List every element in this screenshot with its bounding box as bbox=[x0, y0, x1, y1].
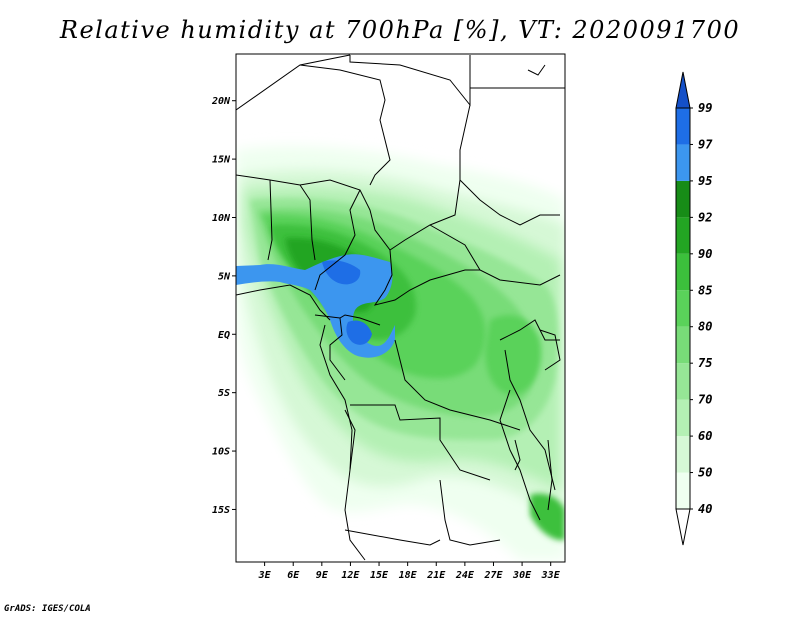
coastline bbox=[319, 324, 353, 471]
colorbar-label: 75 bbox=[698, 356, 712, 370]
colorbar-segment bbox=[676, 436, 690, 473]
colorbar-under-triangle bbox=[675, 508, 691, 546]
boundary-line bbox=[299, 184, 316, 261]
boundary-line bbox=[439, 479, 501, 546]
lat-tick-label: 10N bbox=[212, 213, 231, 224]
boundary-line bbox=[429, 224, 561, 286]
boundary-line bbox=[314, 189, 361, 291]
lon-tick-label: 24E bbox=[455, 570, 475, 581]
map-title: Relative humidity at 700hPa [%], VT: 202… bbox=[59, 16, 741, 44]
lon-tick-label: 15E bbox=[370, 570, 389, 581]
colorbar-segment bbox=[676, 217, 690, 254]
map-frame bbox=[235, 53, 566, 563]
colorbar-segment bbox=[676, 253, 690, 291]
colorbar-label: 92 bbox=[698, 210, 712, 224]
lon-tick-label: 21E bbox=[426, 570, 446, 581]
boundary-line bbox=[499, 389, 541, 521]
boundary-line bbox=[344, 409, 366, 561]
lat-tick-label: 5N bbox=[218, 271, 231, 282]
boundary-line bbox=[350, 404, 491, 481]
lat-tick-label: 5S bbox=[218, 388, 230, 399]
colorbar-label: 50 bbox=[698, 466, 712, 480]
colorbar-label: 95 bbox=[698, 174, 712, 188]
boundary-line bbox=[459, 179, 560, 226]
grads-credit: GrADS: IGES/COLA bbox=[4, 604, 91, 614]
lon-tick-label: 6E bbox=[287, 570, 300, 581]
rh-band-97-south bbox=[346, 320, 372, 345]
lat-tick-label: 15S bbox=[212, 505, 230, 516]
colorbar-label: 97 bbox=[698, 137, 713, 151]
colorbar-segment bbox=[676, 108, 690, 145]
map-plot-area bbox=[236, 54, 565, 562]
colorbar-segment bbox=[676, 472, 690, 509]
rh-band-85-southeast bbox=[530, 493, 565, 541]
colorbar-segment bbox=[676, 363, 690, 400]
rh-band-97 bbox=[322, 260, 361, 285]
colorbar-label: 60 bbox=[698, 429, 712, 443]
lake-outline bbox=[514, 439, 521, 471]
lon-tick-label: 12E bbox=[341, 570, 360, 581]
boundary-line bbox=[499, 319, 560, 341]
lon-tick-label: 9E bbox=[316, 570, 329, 581]
latitude-axis: 20N 15N 10N 5N EQ 5S 10S 15S bbox=[211, 96, 236, 516]
country-boundaries bbox=[236, 54, 565, 561]
colorbar-segment bbox=[676, 326, 690, 364]
colorbar-over-triangle bbox=[675, 71, 691, 109]
colorbar-segment bbox=[676, 399, 690, 437]
lake-outline bbox=[539, 329, 561, 371]
lon-tick-label: 18E bbox=[399, 570, 418, 581]
boundary-line bbox=[236, 104, 471, 251]
longitude-axis: 3E 6E 9E 12E 15E 18E 21E 24E 27E 30E 33E bbox=[258, 562, 561, 581]
boundary-line bbox=[314, 314, 381, 326]
boundary-line bbox=[267, 179, 273, 261]
lon-tick-label: 27E bbox=[483, 570, 503, 581]
rh-band-80-east bbox=[485, 315, 542, 395]
colorbar-segment bbox=[676, 290, 690, 327]
boundary-line bbox=[349, 55, 471, 107]
humidity-field bbox=[236, 145, 565, 561]
colorbar: 40 50 60 70 75 80 85 90 92 95 97 99 bbox=[675, 71, 713, 546]
colorbar-label: 70 bbox=[698, 393, 712, 407]
boundary-line bbox=[504, 349, 556, 491]
colorbar-label: 90 bbox=[698, 247, 712, 261]
colorbar-label: 80 bbox=[698, 320, 712, 334]
lat-tick-label: EQ bbox=[218, 330, 230, 341]
boundary-line bbox=[373, 249, 480, 306]
coastline bbox=[527, 64, 546, 76]
boundary-line bbox=[394, 339, 521, 431]
colorbar-segment bbox=[676, 144, 690, 181]
lat-tick-label: 20N bbox=[211, 96, 231, 107]
lake-outline bbox=[547, 439, 553, 511]
colorbar-label: 85 bbox=[698, 283, 712, 297]
colorbar-label: 40 bbox=[698, 502, 712, 516]
boundary-line bbox=[299, 64, 391, 186]
coastline bbox=[236, 284, 331, 321]
lat-tick-label: 15N bbox=[212, 155, 231, 166]
lon-tick-label: 30E bbox=[512, 570, 532, 581]
lon-tick-label: 3E bbox=[258, 570, 272, 581]
colorbar-frame bbox=[675, 107, 691, 510]
boundary-line bbox=[329, 317, 346, 381]
colorbar-label: 99 bbox=[698, 101, 712, 115]
boundary-line bbox=[344, 529, 441, 546]
lon-tick-label: 33E bbox=[541, 570, 561, 581]
colorbar-segment bbox=[676, 180, 690, 218]
lat-tick-label: 10S bbox=[212, 447, 230, 458]
